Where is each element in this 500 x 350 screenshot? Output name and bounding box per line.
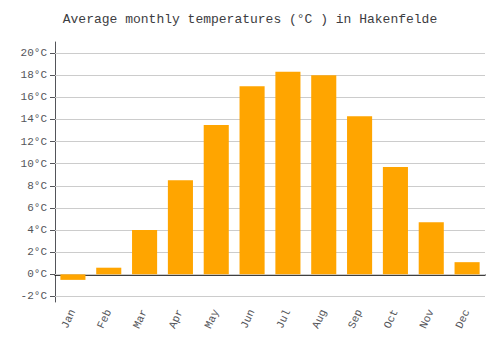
svg-text:May: May	[202, 307, 221, 330]
svg-text:2°C: 2°C	[27, 246, 47, 258]
svg-text:12°C: 12°C	[21, 136, 48, 148]
svg-text:8°C: 8°C	[27, 180, 47, 192]
svg-text:0°C: 0°C	[27, 268, 47, 280]
svg-text:Jul: Jul	[274, 307, 293, 330]
svg-text:Dec: Dec	[453, 307, 472, 330]
svg-text:Sep: Sep	[346, 307, 365, 330]
svg-text:Feb: Feb	[95, 307, 114, 330]
svg-text:6°C: 6°C	[27, 202, 47, 214]
svg-text:10°C: 10°C	[21, 158, 48, 170]
svg-text:4°C: 4°C	[27, 224, 47, 236]
svg-text:Average monthly temperatures (: Average monthly temperatures (°C ) in Ha…	[63, 12, 437, 27]
svg-text:Nov: Nov	[417, 307, 436, 330]
svg-text:Apr: Apr	[167, 307, 186, 330]
svg-text:20°C: 20°C	[21, 47, 48, 59]
svg-text:Oct: Oct	[382, 307, 401, 330]
svg-text:Jan: Jan	[59, 307, 78, 330]
svg-text:Jun: Jun	[238, 307, 257, 330]
svg-text:16°C: 16°C	[21, 91, 48, 103]
svg-text:-2°C: -2°C	[21, 290, 48, 302]
svg-text:14°C: 14°C	[21, 113, 48, 125]
svg-text:Mar: Mar	[131, 307, 150, 330]
svg-text:18°C: 18°C	[21, 69, 48, 81]
svg-text:Aug: Aug	[310, 307, 329, 330]
